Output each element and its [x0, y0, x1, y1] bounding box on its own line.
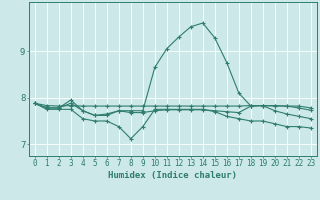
X-axis label: Humidex (Indice chaleur): Humidex (Indice chaleur) — [108, 171, 237, 180]
